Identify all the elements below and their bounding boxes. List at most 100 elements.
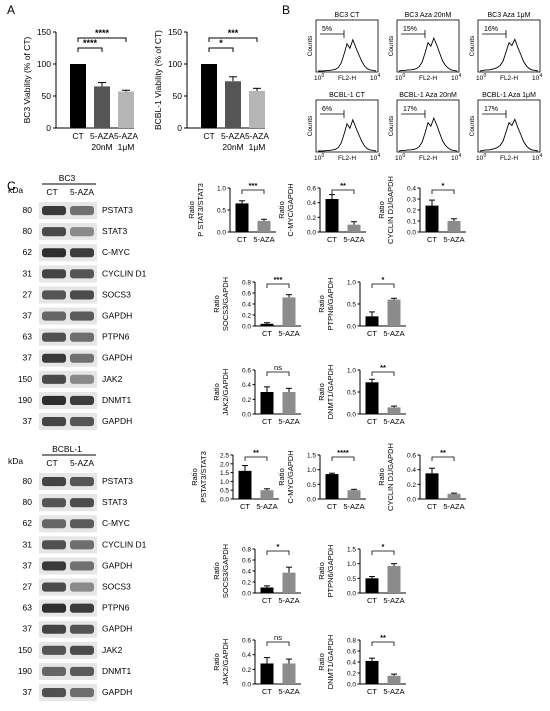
- x-tick-right: 10: [532, 155, 540, 162]
- x-tick-left-exponent: 0: [484, 73, 487, 79]
- kda-marker: 190: [18, 395, 32, 405]
- x-tick-label: 5-AZA: [443, 235, 464, 244]
- x-tick-left: 10: [395, 75, 403, 82]
- band-ct: [42, 417, 66, 427]
- x-tick-label: 20nM: [91, 142, 112, 152]
- y-tick-label: 0.0: [220, 497, 229, 504]
- bar: [260, 323, 274, 326]
- bar: [118, 91, 134, 128]
- histogram-y-label: Counts: [307, 35, 314, 56]
- y-tick-label: 0.0: [307, 230, 316, 237]
- x-tick-label: 5-AZA: [221, 131, 245, 141]
- x-tick-label: 5-AZA: [383, 687, 404, 696]
- y-tick-label: 0: [177, 123, 182, 133]
- significance-label: ***: [249, 181, 258, 190]
- x-tick-label: 5-AZA: [343, 235, 364, 244]
- x-tick-label: CT: [262, 329, 272, 338]
- significance-bracket: [371, 371, 395, 376]
- y-tick-label: 0.1: [407, 219, 416, 226]
- bar: [282, 297, 296, 326]
- histogram-x-label: FL2-H: [338, 75, 356, 82]
- band-aza: [70, 688, 94, 698]
- histogram-x-label: FL2-H: [500, 75, 518, 82]
- y-axis-label: JAK2/GAPDH: [221, 639, 230, 686]
- bar: [282, 663, 296, 684]
- histogram-frame: [315, 19, 379, 73]
- band-ct: [42, 311, 66, 321]
- y-axis-label: SOCS3/GAPDH: [221, 277, 230, 331]
- y-axis-label: Ratio: [190, 468, 199, 486]
- x-tick-label: CT: [240, 502, 250, 511]
- histogram-title: BC3 CT: [335, 12, 361, 19]
- x-tick-right: 10: [532, 75, 540, 82]
- lane-label-ct: CT: [46, 187, 57, 197]
- x-tick-left: 10: [476, 75, 484, 82]
- x-tick-right-exponent: 4: [459, 153, 462, 159]
- y-tick-label: 1.0: [217, 186, 226, 193]
- y-tick-label: 0.0: [407, 497, 416, 504]
- band-ct: [42, 624, 66, 634]
- y-tick-label: 0.2: [347, 671, 356, 678]
- quant-chart-13: 0.0 0.2 0.4 0.6 0.8 Ratio DNMT1/GAPDH CT 5-AZA **: [317, 633, 406, 696]
- y-axis-label: BCBL-1 Viability (% of CT): [153, 30, 163, 130]
- y-tick-label: 0.2: [242, 580, 251, 587]
- y-tick-label: 150: [37, 27, 51, 37]
- y-tick-label: 2.0: [220, 461, 229, 468]
- y-axis-label: CYCLIN D1/GAPDH: [386, 443, 395, 511]
- bar: [201, 64, 217, 128]
- y-tick-label: 1.5: [347, 547, 356, 554]
- y-tick-label: 1.0: [347, 280, 356, 287]
- histogram-title: BCBL-1 Aza 1μM: [482, 92, 536, 99]
- y-axis-label: Ratio: [317, 295, 326, 313]
- y-tick-label: 0.2: [242, 313, 251, 320]
- x-tick-right: 10: [451, 155, 459, 162]
- cell-line-label: BCBL-1: [52, 444, 82, 454]
- y-tick-label: 0.5: [220, 488, 229, 495]
- band-aza: [70, 332, 94, 342]
- y-tick-label: 0.2: [242, 667, 251, 674]
- significance-label: **: [380, 633, 386, 642]
- x-tick-label: 5-AZA: [278, 687, 299, 696]
- y-axis-label: BC3 Viability (% of CT): [22, 36, 32, 123]
- y-axis-label: C-MYC/GAPDH: [286, 183, 295, 236]
- y-tick-label: 0.4: [407, 186, 416, 193]
- bar: [94, 86, 110, 128]
- band-ct: [42, 353, 66, 363]
- quant-chart-9: 0.0 0.2 0.4 0.6 Ratio CYCLIN D1/GAPDH CT 5-AZA *…: [377, 443, 466, 511]
- x-tick-label: CT: [262, 687, 272, 696]
- y-tick-label: 0.2: [242, 397, 251, 404]
- significance-label: ***: [274, 275, 283, 284]
- bar: [260, 490, 274, 499]
- significance-bracket: [77, 47, 103, 52]
- significance-label: *: [382, 542, 385, 551]
- significance-bracket: [371, 550, 395, 555]
- western-blot-1: kDa BCBL-1 CT 5-AZA 80 PSTAT3 80 STAT3 62 C-MYC 31…: [8, 444, 147, 702]
- y-axis-label: PTPN6/GAPDH: [326, 545, 335, 598]
- protein-label: SOCS3: [102, 289, 131, 299]
- x-tick-left: 10: [395, 155, 403, 162]
- y-tick-label: 0.2: [407, 482, 416, 489]
- significance-bracket: [244, 456, 268, 461]
- y-axis-label: C-MYC/GAPDH: [286, 450, 295, 503]
- protein-label: GAPDH: [102, 416, 132, 426]
- y-tick-label: 0.6: [242, 638, 251, 645]
- x-tick-label: CT: [203, 131, 214, 141]
- kda-header: kDa: [8, 456, 23, 466]
- band-ct: [42, 206, 66, 216]
- lane-label-aza: 5-AZA: [70, 458, 94, 468]
- significance-bracket: [371, 283, 395, 288]
- kda-marker: 37: [23, 353, 33, 363]
- protein-label: CYCLIN D1: [102, 539, 147, 549]
- histogram-frame: [315, 99, 379, 153]
- y-tick-label: 0.4: [307, 200, 316, 207]
- band-ct: [42, 290, 66, 300]
- protein-label: SOCS3: [102, 582, 131, 592]
- band-aza: [70, 540, 94, 550]
- y-tick-label: 50: [42, 91, 52, 101]
- y-tick-label: 0.0: [347, 591, 356, 598]
- y-axis-label: Ratio: [317, 653, 326, 671]
- protein-label: PTPN6: [102, 332, 130, 342]
